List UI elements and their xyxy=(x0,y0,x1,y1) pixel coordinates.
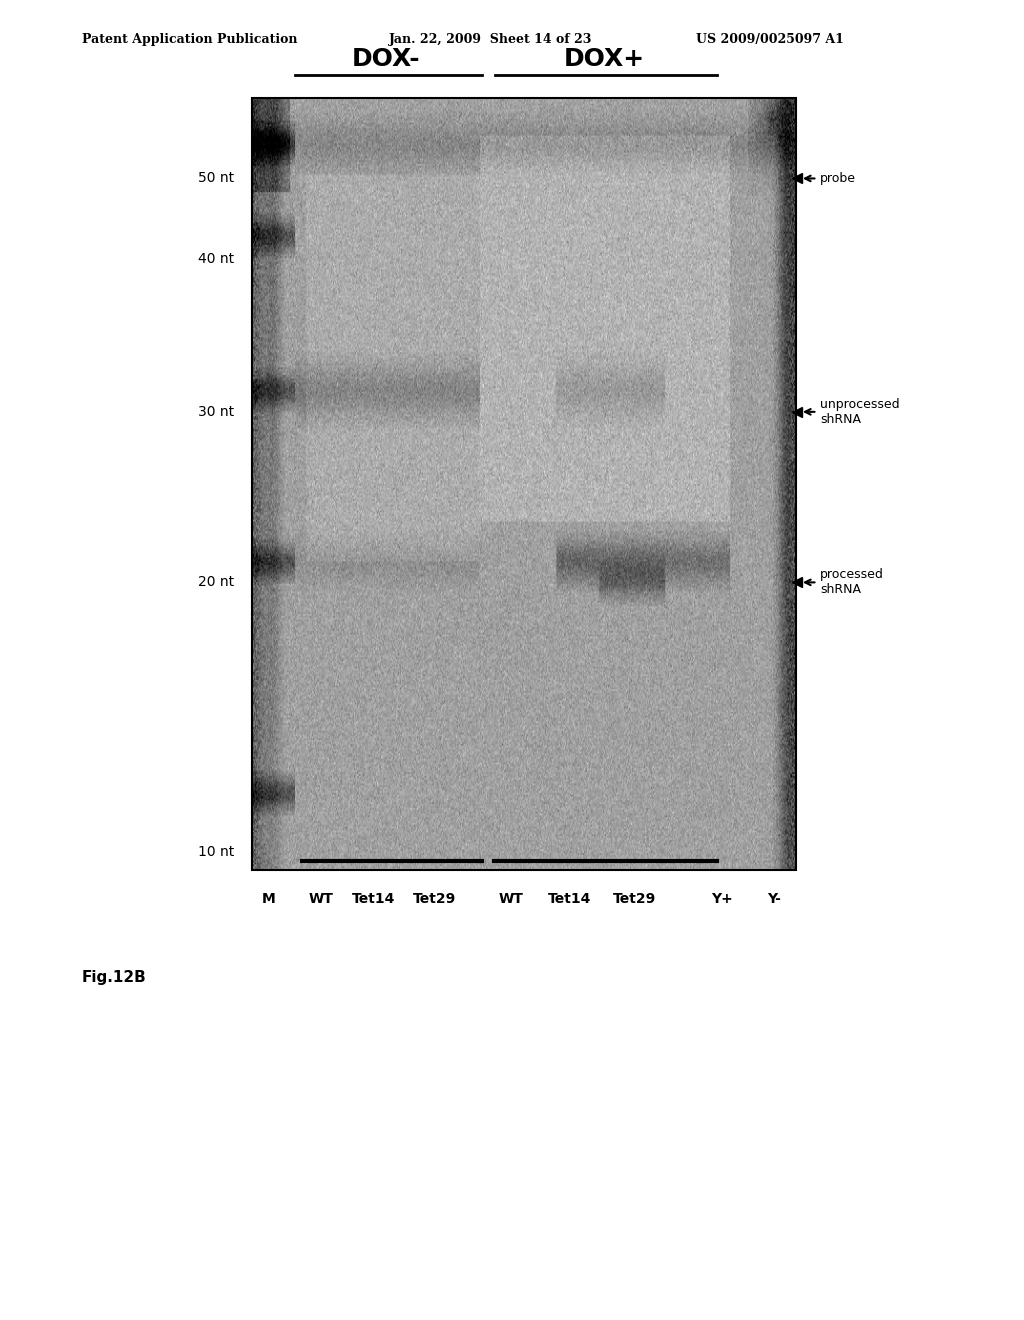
Text: Tet14: Tet14 xyxy=(352,892,395,906)
Text: DOX-: DOX- xyxy=(352,46,421,71)
Text: Tet29: Tet29 xyxy=(413,892,456,906)
Bar xyxy=(252,98,796,870)
Text: unprocessed
shRNA: unprocessed shRNA xyxy=(820,397,900,426)
Text: US 2009/0025097 A1: US 2009/0025097 A1 xyxy=(696,33,844,46)
Text: Y+: Y+ xyxy=(711,892,732,906)
Text: 30 nt: 30 nt xyxy=(198,405,234,418)
Text: probe: probe xyxy=(820,172,856,185)
Text: 10 nt: 10 nt xyxy=(198,845,234,859)
Text: processed
shRNA: processed shRNA xyxy=(820,569,884,597)
Text: Fig.12B: Fig.12B xyxy=(82,970,146,985)
Text: WT: WT xyxy=(309,892,334,906)
Text: DOX+: DOX+ xyxy=(563,46,645,71)
Text: WT: WT xyxy=(499,892,523,906)
Text: 20 nt: 20 nt xyxy=(198,576,234,590)
Text: Jan. 22, 2009  Sheet 14 of 23: Jan. 22, 2009 Sheet 14 of 23 xyxy=(389,33,593,46)
Text: Tet29: Tet29 xyxy=(613,892,656,906)
Text: Tet14: Tet14 xyxy=(548,892,591,906)
Text: Patent Application Publication: Patent Application Publication xyxy=(82,33,297,46)
Text: 50 nt: 50 nt xyxy=(198,172,234,186)
Text: 40 nt: 40 nt xyxy=(198,252,234,267)
Text: M: M xyxy=(262,892,275,906)
Text: Y-: Y- xyxy=(767,892,781,906)
